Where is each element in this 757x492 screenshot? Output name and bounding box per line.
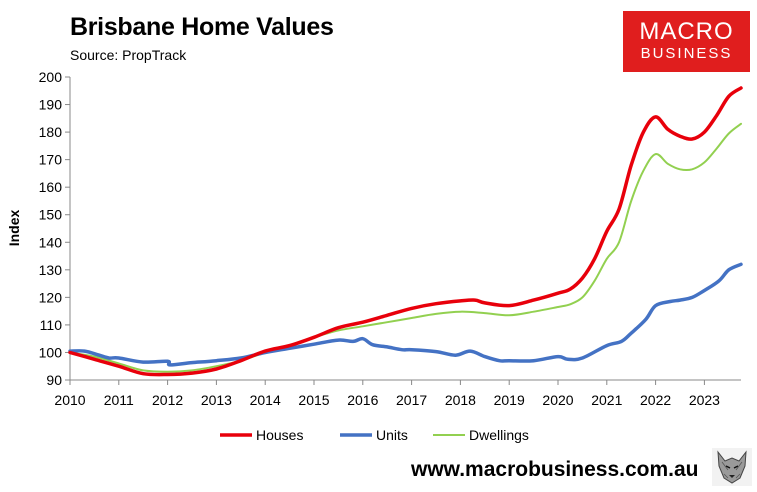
series-line-houses	[68, 86, 743, 377]
y-axis-label: Index	[6, 210, 22, 247]
y-tick-label: 170	[39, 152, 63, 168]
x-tick-label: 2010	[54, 392, 85, 408]
x-tick-label: 2021	[591, 392, 622, 408]
y-tick-label: 90	[46, 372, 62, 388]
y-tick-label: 150	[39, 207, 63, 223]
legend-label-units: Units	[376, 427, 408, 443]
chart-series	[68, 86, 743, 377]
x-tick-label: 2018	[445, 392, 476, 408]
x-tick-label: 2011	[104, 392, 134, 408]
y-tick-label: 140	[39, 234, 63, 250]
y-tick-label: 180	[39, 124, 63, 140]
chart-axes: 90 100 110 120 130 140 150 160 170 180 190 200 2010 2…	[39, 69, 741, 408]
y-tick-label: 190	[39, 97, 63, 113]
chart-legend: Houses Units Dwellings	[220, 427, 529, 443]
chart-title: Brisbane Home Values	[70, 13, 334, 41]
y-tick-label: 200	[39, 69, 63, 85]
x-tick-label: 2013	[201, 392, 232, 408]
y-tick-label: 100	[39, 344, 63, 360]
x-tick-label: 2019	[494, 392, 525, 408]
x-tick-label: 2020	[542, 392, 573, 408]
y-tick-label: 160	[39, 179, 63, 195]
footer-url[interactable]: www.macrobusiness.com.au	[411, 458, 699, 481]
y-tick-label: 130	[39, 262, 63, 278]
x-tick-label: 2022	[640, 392, 671, 408]
x-tick-label: 2017	[396, 392, 427, 408]
x-tick-label: 2015	[298, 392, 329, 408]
y-tick-label: 110	[40, 317, 63, 333]
series-line-dwellings	[69, 122, 742, 373]
x-tick-label: 2014	[250, 392, 281, 408]
y-tick-label: 120	[39, 289, 63, 305]
x-tick-label: 2016	[347, 392, 378, 408]
legend-label-houses: Houses	[256, 427, 303, 443]
series-line-units	[68, 262, 743, 367]
chart-subtitle: Source: PropTrack	[70, 47, 187, 63]
logo-line2: BUSINESS	[640, 45, 733, 62]
x-tick-label: 2012	[152, 392, 183, 408]
legend-label-dwellings: Dwellings	[469, 427, 529, 443]
wolf-logo-icon	[712, 448, 752, 486]
logo-line1: MACRO	[639, 18, 734, 45]
macrobusiness-logo[interactable]: MACRO BUSINESS	[623, 11, 750, 72]
x-tick-label: 2023	[689, 392, 720, 408]
